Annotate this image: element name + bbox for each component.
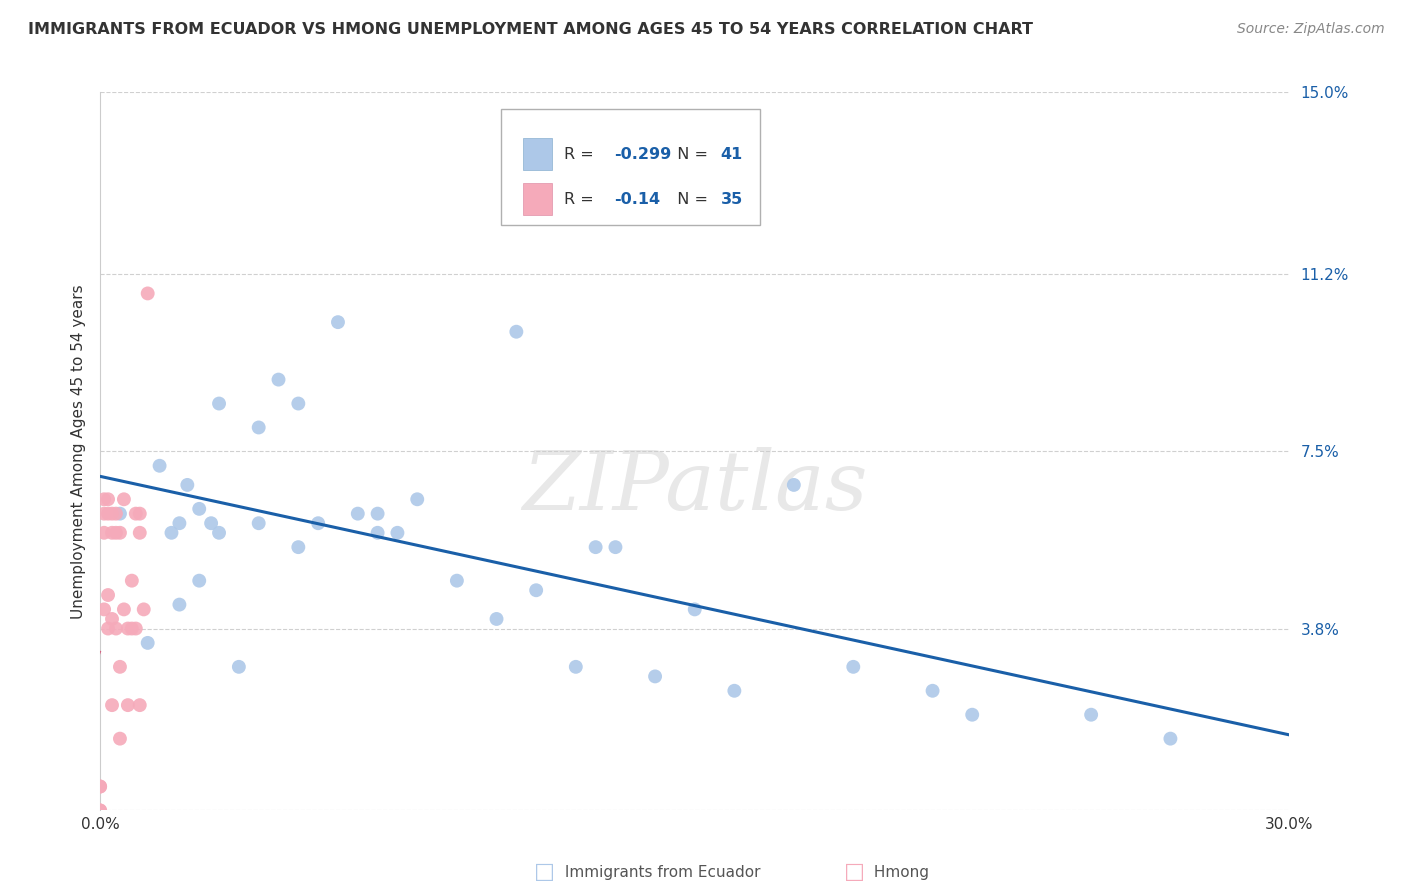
Point [160,525,183,540]
Point [89,780,111,794]
Point [783,478,806,492]
Point [208,525,231,540]
Point [108,525,131,540]
Text: -0.14: -0.14 [613,192,659,207]
Point [104,507,127,521]
Text: 35: 35 [720,192,742,207]
Point [108,731,131,746]
Point [228,660,250,674]
Point [108,507,131,521]
Point [387,525,409,540]
Point [97,507,120,521]
Point [188,501,211,516]
Point [93,492,115,507]
Point [101,507,124,521]
Point [136,286,159,301]
Point [287,540,309,554]
Point [108,660,131,674]
Point [605,540,627,554]
Point [104,622,127,636]
Point [112,492,135,507]
Point [121,574,143,588]
Text: R =: R = [564,147,599,161]
Text: R =: R = [564,192,599,207]
Text: -0.299: -0.299 [613,147,671,161]
Point [960,707,983,722]
Point [169,516,191,531]
Point [585,540,607,554]
Point [1159,731,1181,746]
Point [287,396,309,410]
Point [93,602,115,616]
Point [505,325,527,339]
Text: IMMIGRANTS FROM ECUADOR VS HMONG UNEMPLOYMENT AMONG AGES 45 TO 54 YEARS CORRELAT: IMMIGRANTS FROM ECUADOR VS HMONG UNEMPLO… [28,22,1033,37]
Point [842,660,865,674]
Text: Immigrants from Ecuador: Immigrants from Ecuador [560,865,761,880]
Point [136,636,159,650]
Point [128,698,150,713]
Text: 41: 41 [720,147,742,161]
Point [247,420,270,434]
Point [1080,707,1102,722]
Text: Hmong: Hmong [869,865,929,880]
Point [117,622,139,636]
Point [169,598,191,612]
Text: N =: N = [666,147,713,161]
Point [326,315,349,329]
Text: □: □ [534,863,555,882]
Point [367,507,389,521]
Point [104,525,127,540]
Text: N =: N = [666,192,713,207]
Point [524,583,547,598]
Point [97,492,120,507]
Point [89,804,111,818]
Point [93,525,115,540]
Point [921,683,943,698]
Point [149,458,172,473]
Point [176,478,198,492]
Point [723,683,745,698]
Point [101,698,124,713]
Point [93,507,115,521]
Point [112,602,135,616]
Point [125,507,148,521]
Point [125,622,148,636]
Point [89,804,111,818]
Point [247,516,270,531]
Point [367,525,389,540]
Point [406,492,429,507]
Point [307,516,329,531]
Point [208,396,231,410]
Point [117,698,139,713]
Point [101,612,124,626]
Point [267,373,290,387]
Point [485,612,508,626]
Point [346,507,368,521]
Text: ZIPatlas: ZIPatlas [522,447,868,527]
Point [128,525,150,540]
Point [446,574,468,588]
Point [644,669,666,683]
Point [200,516,222,531]
Point [89,780,111,794]
Point [188,574,211,588]
Point [128,507,150,521]
Text: □: □ [844,863,865,882]
Point [683,602,706,616]
Y-axis label: Unemployment Among Ages 45 to 54 years: Unemployment Among Ages 45 to 54 years [72,284,86,619]
Point [132,602,155,616]
Point [97,622,120,636]
Point [97,588,120,602]
Point [101,525,124,540]
Point [565,660,588,674]
Point [121,622,143,636]
Text: Source: ZipAtlas.com: Source: ZipAtlas.com [1237,22,1385,37]
